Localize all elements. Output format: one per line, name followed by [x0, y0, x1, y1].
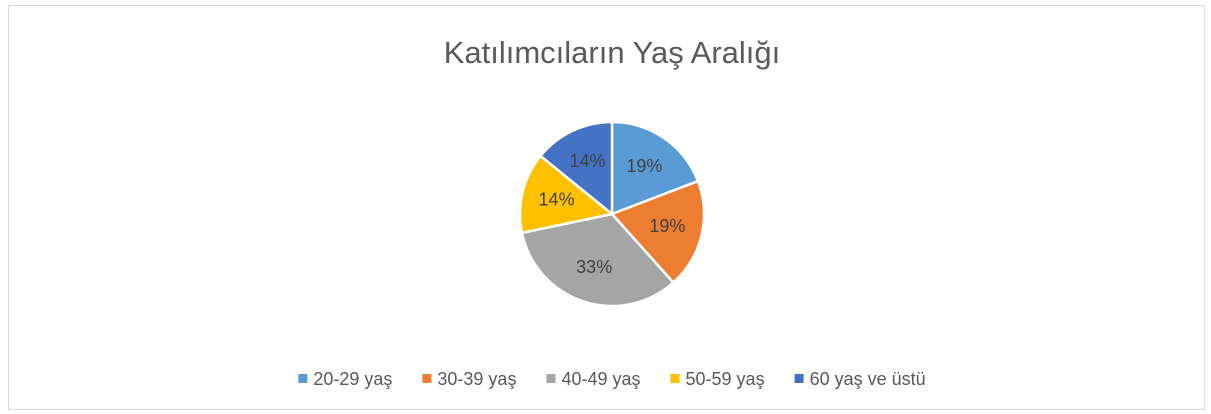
legend-label: 40-49 yaş — [561, 369, 640, 389]
pie-slice — [518, 154, 615, 235]
chart-title: Katılımcıların Yaş Aralığı — [444, 35, 781, 70]
data-label: 14% — [539, 189, 575, 209]
legend-marker — [546, 374, 556, 383]
pie-slice — [538, 120, 614, 217]
legend-marker — [670, 374, 680, 383]
pie-slice — [609, 179, 706, 285]
legend-marker — [298, 374, 308, 383]
data-label: 33% — [576, 257, 612, 277]
data-label: 14% — [569, 151, 605, 171]
legend-label: 20-29 yaş — [313, 369, 392, 389]
legend-marker — [422, 374, 432, 383]
pie-slice — [610, 120, 700, 216]
legend-label: 50-59 yaş — [686, 369, 765, 389]
data-label: 19% — [649, 216, 685, 236]
data-label: 19% — [626, 156, 662, 176]
legend-label: 30-39 yaş — [437, 369, 516, 389]
legend-label: 60 yaş ve üstü — [810, 369, 926, 389]
legend-marker — [794, 374, 804, 383]
pie-slice — [520, 212, 676, 308]
